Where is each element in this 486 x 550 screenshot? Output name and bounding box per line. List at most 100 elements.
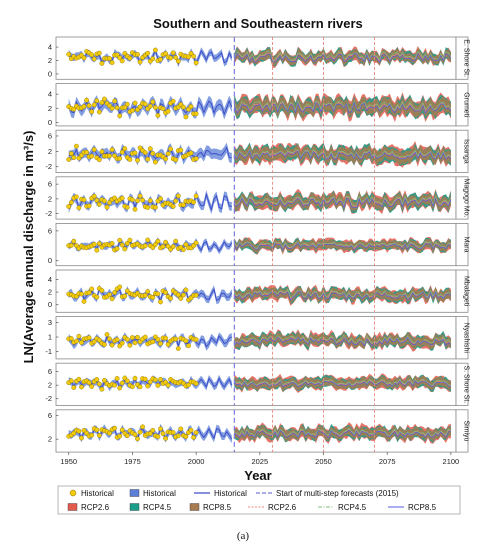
historical-point <box>173 198 179 204</box>
historical-point <box>81 104 87 109</box>
y-tick-label: 6 <box>48 131 52 140</box>
historical-point <box>165 382 171 388</box>
legend-label: Start of multi-step forecasts (2015) <box>276 489 399 498</box>
historical-point <box>147 146 153 152</box>
panel-label: Mbalageti <box>463 276 470 307</box>
historical-point <box>76 428 82 434</box>
historical-point <box>150 150 156 156</box>
rcp85-line <box>233 101 452 114</box>
y-tick-label: 6 <box>48 180 52 189</box>
historical-point <box>89 52 95 58</box>
historical-line <box>68 146 232 163</box>
legend: Historical Historical Historical Start of m… <box>57 485 461 515</box>
panel-strip <box>455 316 469 360</box>
rcp85-line <box>234 291 452 301</box>
historical-point <box>188 427 194 433</box>
panel-s-shore-st-: S. Shore St. -2 2 6 <box>45 362 470 406</box>
historical-point <box>188 104 194 110</box>
historical-point <box>170 98 176 104</box>
x-tick-label: 1975 <box>124 457 141 466</box>
panel-issanga: Issanga -2 2 6 <box>45 129 470 173</box>
historical-point <box>152 105 158 110</box>
legend-key <box>69 489 77 497</box>
historical-point <box>127 342 133 348</box>
historical-point <box>147 431 153 436</box>
historical-point <box>109 296 115 302</box>
historical-point <box>94 294 100 300</box>
historical-point <box>102 377 107 383</box>
historical-point <box>155 336 161 342</box>
historical-point <box>79 384 84 390</box>
historical-point <box>89 384 95 389</box>
historical-point <box>91 102 97 108</box>
historical-point <box>117 55 123 61</box>
historical-point <box>124 240 130 246</box>
historical-point <box>127 237 133 243</box>
historical-point <box>186 382 191 388</box>
historical-point <box>107 336 112 342</box>
historical-point <box>89 109 95 115</box>
historical-point <box>193 240 199 246</box>
y-tick-label: -2 <box>45 209 52 218</box>
panel-label: E. Shore St. <box>463 39 470 77</box>
historical-point <box>107 200 112 206</box>
historical-point <box>104 204 110 210</box>
rcp85-line <box>234 149 452 160</box>
historical-point <box>66 157 72 162</box>
panel-strip <box>455 83 469 127</box>
historical-point <box>158 299 163 305</box>
historical-point <box>109 60 115 65</box>
historical-point <box>191 199 197 205</box>
historical-point <box>86 335 92 341</box>
historical-point <box>183 338 189 344</box>
panel-strip <box>455 269 469 313</box>
historical-point <box>170 50 176 56</box>
historical-point <box>165 108 171 114</box>
historical-point <box>145 289 151 294</box>
historical-point <box>76 205 82 211</box>
historical-point <box>84 149 90 155</box>
historical-point <box>142 292 148 298</box>
panel-strip <box>455 176 469 220</box>
y-tick-label: 4 <box>48 90 52 99</box>
y-tick-label: 6 <box>48 367 52 376</box>
historical-point <box>107 56 112 61</box>
x-axis-label: Year <box>244 468 271 483</box>
historical-point <box>135 334 140 340</box>
historical-point <box>119 58 125 64</box>
historical-point <box>96 201 102 207</box>
historical-point <box>132 100 138 106</box>
historical-point <box>124 204 130 210</box>
historical-point <box>114 246 120 252</box>
historical-point <box>124 336 130 342</box>
historical-point <box>193 292 199 298</box>
historical-point <box>152 47 158 53</box>
historical-point <box>117 385 123 391</box>
historical-point <box>158 426 163 432</box>
historical-point <box>150 99 156 105</box>
historical-point <box>114 376 120 381</box>
historical-point <box>117 155 123 161</box>
historical-point <box>175 58 181 64</box>
historical-point <box>193 430 199 435</box>
historical-point <box>94 427 100 433</box>
historical-point <box>96 241 102 247</box>
historical-point <box>122 293 128 299</box>
historical-point <box>170 203 176 209</box>
historical-point <box>137 193 143 199</box>
historical-point <box>163 51 169 56</box>
historical-point <box>193 111 199 117</box>
historical-point <box>155 434 161 439</box>
rcp85-line <box>234 336 452 347</box>
historical-point <box>145 50 151 56</box>
panel-strip <box>455 409 469 453</box>
historical-point <box>102 342 107 347</box>
historical-point <box>107 153 112 159</box>
historical-point <box>137 429 143 435</box>
historical-point <box>119 340 125 346</box>
historical-point <box>186 54 191 60</box>
rcp85-line <box>234 380 452 388</box>
y-tick-label: 1 <box>48 333 52 342</box>
historical-point <box>180 292 186 298</box>
historical-point <box>107 430 112 436</box>
